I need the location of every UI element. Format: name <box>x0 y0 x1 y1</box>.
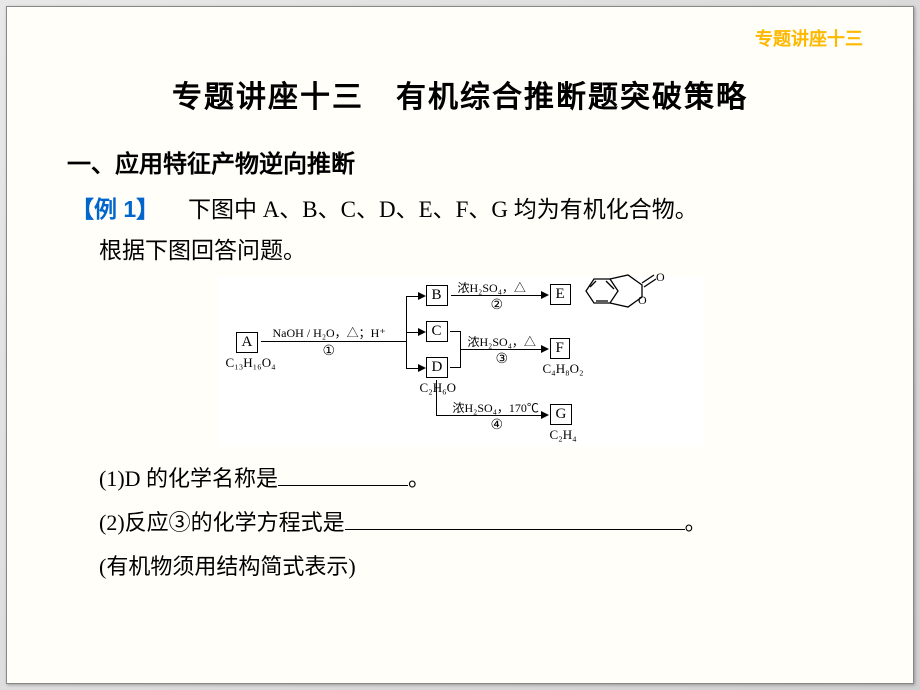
header-marker: 专题讲座十三 <box>755 25 863 51</box>
bracket-c <box>450 331 460 333</box>
d-down-h <box>436 415 451 417</box>
q2-post: 。 <box>685 510 707 535</box>
example-label: 【例 1】 <box>71 196 159 222</box>
q1-post: 。 <box>408 466 430 491</box>
reaction-4-num: ④ <box>491 417 504 434</box>
label-d-formula: C₂H₆O <box>420 380 457 396</box>
q1-blank <box>278 464 408 486</box>
q2-blank <box>345 508 685 530</box>
arrow-head-d <box>418 364 426 372</box>
example-text-1 <box>165 197 188 222</box>
label-a-formula: C₁₃H₁₆O₄ <box>226 355 276 371</box>
svg-text:O: O <box>638 293 647 307</box>
box-f: F <box>550 338 570 359</box>
reaction-3-cond: 浓H₂SO₄，△ <box>468 333 536 350</box>
box-g: G <box>550 404 573 425</box>
arrow-head-f <box>541 345 549 353</box>
example-line-2: 根据下图回答问题。 <box>99 230 853 271</box>
main-title: 专题讲座十三 有机综合推断题突破策略 <box>67 72 853 116</box>
question-3: (有机物须用结构简式表示) <box>99 545 853 589</box>
d-down-vline <box>436 380 438 415</box>
section-heading: 一、应用特征产物逆向推断 <box>67 144 853 179</box>
question-1: (1)D 的化学名称是 。 <box>99 457 853 501</box>
arrow-head-g <box>541 411 549 419</box>
reaction-1-num: ① <box>323 343 336 360</box>
reaction-diagram: A C₁₃H₁₆O₄ NaOH / H₂O，△；H⁺ ① B C D C₂H₆O… <box>218 277 703 447</box>
arrow-head-e <box>541 291 549 299</box>
label-g-formula: C₂H₄ <box>550 427 577 443</box>
box-d: D <box>426 357 449 378</box>
reaction-1-cond: NaOH / H₂O，△；H⁺ <box>273 324 386 341</box>
reaction-3-num: ③ <box>496 351 509 368</box>
box-b: B <box>426 285 448 306</box>
arrow-head-c <box>418 328 426 336</box>
box-a: A <box>236 332 259 353</box>
svg-text:O: O <box>656 271 665 284</box>
box-c: C <box>426 321 448 342</box>
question-2: (2)反应③的化学方程式是 。 <box>99 501 853 545</box>
q1-pre: (1)D 的化学名称是 <box>99 466 278 491</box>
molecule-e-icon: O O <box>576 271 671 313</box>
bracket-d <box>450 367 460 369</box>
example-line-1: 【例 1】 下图中 A、B、C、D、E、F、G 均为有机化合物。 <box>71 189 853 230</box>
arrow-head-b <box>418 292 426 300</box>
box-e: E <box>550 284 571 305</box>
reaction-4-cond: 浓H₂SO₄，170℃ <box>453 399 539 416</box>
q2-pre: (2)反应③的化学方程式是 <box>99 510 345 535</box>
reaction-2-cond: 浓H₂SO₄，△ <box>458 279 526 296</box>
reaction-2-num: ② <box>491 297 504 314</box>
label-f-formula: C₄H₈O₂ <box>543 361 584 377</box>
